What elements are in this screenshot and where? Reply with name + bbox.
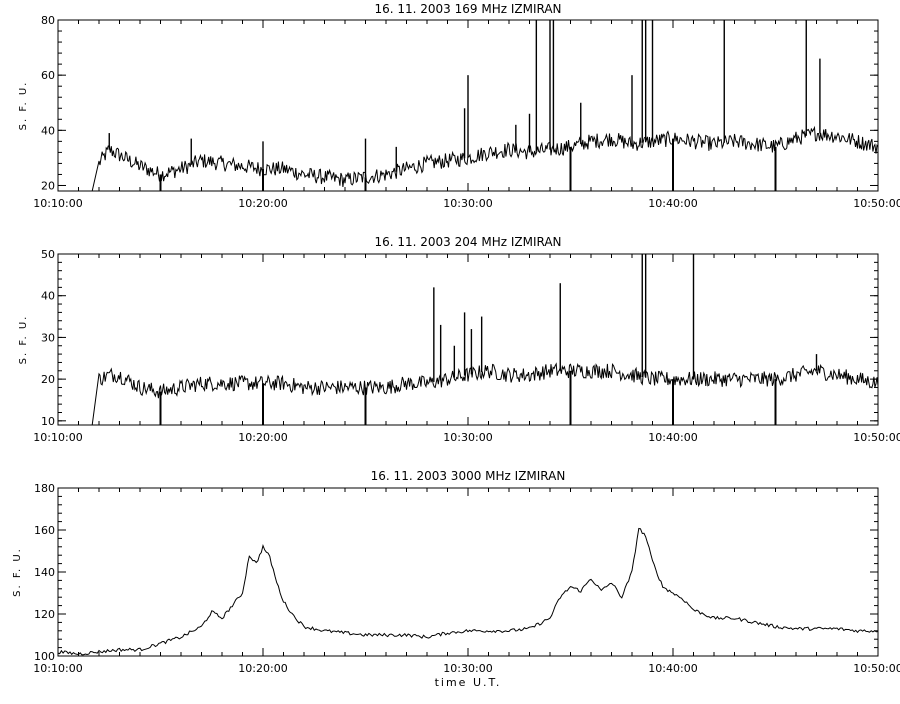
x-tick-label: 10:30:00 (443, 431, 492, 444)
y-tick-label: 60 (41, 69, 55, 82)
y-axis-label: S. F. U. (12, 547, 23, 597)
x-tick-label: 10:40:00 (648, 197, 697, 210)
y-tick-label: 180 (34, 482, 55, 495)
y-tick-label: 100 (34, 650, 55, 663)
plot-frame (57, 253, 879, 426)
y-tick-label: 20 (41, 179, 55, 192)
x-tick-label: 10:40:00 (648, 662, 697, 675)
x-tick-label: 10:20:00 (238, 662, 287, 675)
y-axis-label: S. F. U. (18, 81, 29, 131)
y-axis-label: S. F. U. (18, 315, 29, 365)
y-tick-label: 40 (41, 290, 55, 303)
y-tick-label: 80 (41, 14, 55, 27)
x-tick-label: 10:50:00 (853, 662, 900, 675)
series-line (91, 125, 879, 192)
y-tick-label: 40 (41, 124, 55, 137)
x-tick-label: 10:30:00 (443, 197, 492, 210)
y-tick-label: 10 (41, 415, 55, 428)
x-tick-label: 10:30:00 (443, 662, 492, 675)
y-tick-label: 50 (41, 248, 55, 261)
x-tick-label: 10:50:00 (853, 431, 900, 444)
chart-title: 16. 11. 2003 204 MHz IZMIRAN (374, 235, 561, 249)
y-tick-label: 20 (41, 373, 55, 386)
series-line (91, 362, 879, 426)
plot-frame (57, 487, 879, 657)
x-tick-label: 10:10:00 (33, 197, 82, 210)
x-tick-label: 10:50:00 (853, 197, 900, 210)
x-tick-label: 10:10:00 (33, 662, 82, 675)
x-tick-label: 10:40:00 (648, 431, 697, 444)
y-tick-label: 30 (41, 331, 55, 344)
x-axis-label: time U.T. (435, 676, 502, 689)
x-tick-label: 10:20:00 (238, 431, 287, 444)
chart-title: 16. 11. 2003 3000 MHz IZMIRAN (371, 469, 566, 483)
y-tick-label: 140 (34, 566, 55, 579)
x-tick-label: 10:10:00 (33, 431, 82, 444)
x-tick-label: 10:20:00 (238, 197, 287, 210)
chart-title: 16. 11. 2003 169 MHz IZMIRAN (374, 2, 561, 16)
y-tick-label: 120 (34, 608, 55, 621)
y-tick-label: 160 (34, 524, 55, 537)
series-line (57, 527, 879, 656)
